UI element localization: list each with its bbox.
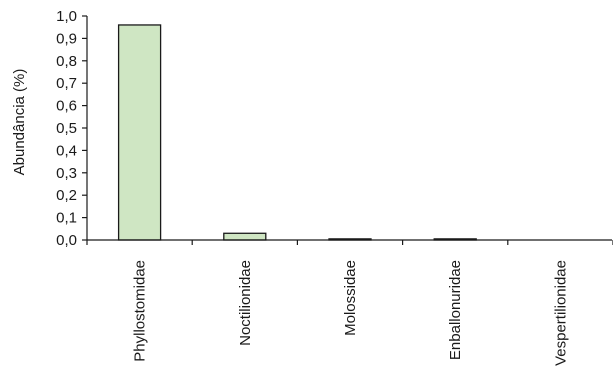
bars — [117, 24, 477, 241]
bar-noctilionidae — [223, 232, 267, 241]
y-tick-label: 1,0 — [56, 8, 77, 25]
category-label-vespertilionidae: Vespertilionidae — [552, 260, 569, 366]
y-tick-label: 0,1 — [56, 210, 77, 227]
y-tick-label: 0,2 — [56, 187, 77, 204]
y-tick-label: 0,0 — [56, 232, 77, 249]
category-label-phyllostomidae: Phyllostomidae — [132, 260, 149, 362]
y-tick-label: 0,4 — [56, 142, 77, 159]
y-tick-label: 0,8 — [56, 53, 77, 70]
category-label-molossidae: Molossidae — [342, 260, 359, 336]
y-tick-label: 0,6 — [56, 98, 77, 115]
y-axis-ticks: 0,0 0,1 0,2 0,3 0,4 0,5 0,6 0,7 0,8 0,9 1,0 — [56, 8, 87, 249]
category-labels: Phyllostomidae Noctilionidae Molossidae Enb… — [132, 260, 570, 366]
category-label-enballonuridae: Enballonuridae — [447, 260, 464, 360]
y-tick-label: 0,7 — [56, 75, 77, 92]
y-tick-label: 0,9 — [56, 30, 77, 47]
y-tick-label: 0,5 — [56, 120, 77, 137]
y-tick-label: 0,3 — [56, 165, 77, 182]
category-label-noctilionidae: Noctilionidae — [237, 260, 254, 346]
y-axis-label: Abundância (%) — [11, 69, 28, 176]
x-axis-ticks — [86, 240, 613, 245]
bar-phyllostomidae — [117, 24, 162, 241]
